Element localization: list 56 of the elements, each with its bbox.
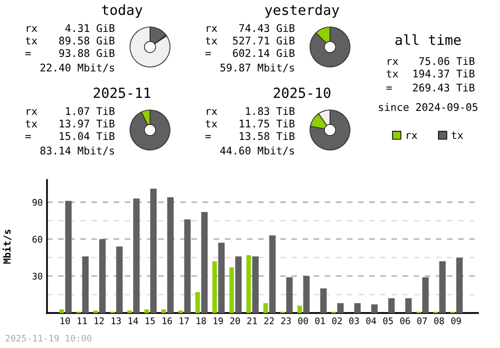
chart-title: today — [102, 4, 142, 18]
y-tick-label: 30 — [32, 272, 42, 280]
legend-label: rx — [406, 133, 418, 139]
text: 83.14 Mbit/s — [40, 146, 114, 156]
text: rx 4.31 GiB — [26, 24, 115, 32]
text: rx 74.43 GiB — [206, 24, 295, 32]
text: tx 194.37 TiB — [386, 69, 475, 78]
x-tick-label: 14 — [128, 317, 138, 324]
text: = 269.43 TiB — [386, 83, 475, 92]
text: = 93.88 GiB — [25, 48, 115, 58]
x-tick-label: 07 — [417, 317, 427, 324]
chart-title: 2025-11 — [94, 88, 150, 98]
x-tick-label: 03 — [349, 317, 359, 324]
x-tick-label: 06 — [400, 317, 410, 324]
text: tx 11.75 TiB — [206, 119, 295, 128]
x-tick-label: 10 — [60, 317, 70, 324]
text: tx 89.58 GiB — [26, 36, 115, 45]
legend-label: tx — [452, 132, 464, 139]
y-tick-label: 90 — [32, 198, 42, 206]
y-tick-label: 60 — [32, 236, 42, 243]
x-tick-label: 18 — [196, 317, 206, 324]
x-tick-label: 11 — [78, 317, 87, 324]
y-axis-title: Mbit/s — [2, 230, 12, 264]
chart-title: yesterday — [265, 4, 340, 18]
text: tx 527.71 GiB — [206, 36, 295, 45]
text: = 15.04 TiB — [25, 132, 115, 140]
chart-title: 2025-10 — [274, 88, 330, 98]
x-tick-label: 12 — [94, 317, 104, 324]
x-tick-label: 22 — [264, 317, 274, 324]
x-tick-label: 04 — [366, 317, 376, 324]
x-tick-label: 01 — [315, 317, 325, 324]
x-tick-label: 05 — [383, 317, 393, 324]
x-tick-label: 08 — [434, 317, 444, 324]
x-tick-label: 19 — [214, 317, 223, 324]
text: = 13.58 TiB — [205, 132, 295, 140]
text: all time — [395, 34, 461, 46]
x-tick-label: 13 — [112, 317, 121, 324]
text: 22.40 Mbit/s — [40, 63, 114, 72]
x-tick-label: 16 — [162, 317, 172, 324]
text: = 602.14 GiB — [205, 48, 295, 58]
text: 44.60 Mbit/s — [220, 146, 294, 156]
x-tick-label: 21 — [247, 317, 257, 324]
text: 59.87 Mbit/s — [220, 63, 294, 72]
text: since 2024-09-05 — [378, 102, 478, 112]
text: tx 13.97 TiB — [26, 119, 115, 128]
text: rx 1.83 TiB — [206, 106, 295, 116]
x-tick-label: 20 — [230, 317, 240, 324]
x-tick-label: 23 — [281, 317, 291, 324]
x-tick-label: 02 — [332, 317, 342, 324]
text: rx 75.06 TiB — [388, 56, 475, 66]
x-tick-label: 17 — [180, 317, 189, 324]
x-tick-label: 09 — [451, 317, 461, 324]
text: rx 1.07 TiB — [26, 106, 115, 116]
x-tick-label: 00 — [298, 317, 308, 324]
text: 2025-11-19 10:00 — [6, 334, 92, 342]
x-tick-label: 15 — [146, 317, 155, 324]
